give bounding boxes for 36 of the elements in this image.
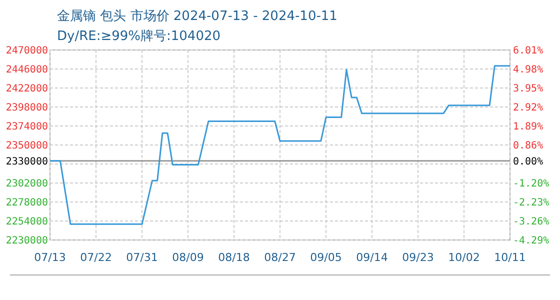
y2-tick-label: 3.95% bbox=[513, 84, 544, 94]
x-tick-label: 09/05 bbox=[310, 251, 342, 264]
line-series bbox=[49, 65, 511, 225]
x-tick-label: 07/13 bbox=[34, 251, 66, 264]
x-tick-label: 08/27 bbox=[264, 251, 296, 264]
x-tick-label: 07/31 bbox=[126, 251, 158, 264]
chart-title: 金属镝 包头 市场价 2024-07-13 - 2024-10-11 bbox=[57, 9, 338, 24]
y-tick-label: 2330000 bbox=[6, 156, 48, 168]
y2-tick-label: -1.20% bbox=[513, 178, 550, 190]
y2-tick-label: -4.29% bbox=[513, 236, 550, 246]
y-tick-label: 2230000 bbox=[6, 236, 48, 246]
x-tick-label: 10/11 bbox=[494, 251, 526, 264]
y-tick-label: 2278000 bbox=[6, 198, 48, 208]
y2-tick-label: -2.23% bbox=[513, 198, 550, 208]
y2-tick-label: 0.86% bbox=[513, 140, 544, 152]
x-tick-label: 10/02 bbox=[448, 251, 480, 264]
y-tick-label: 2254000 bbox=[6, 216, 48, 228]
y2-tick-label: 2.92% bbox=[513, 102, 544, 114]
x-tick-label: 08/09 bbox=[172, 251, 204, 264]
y-tick-label: 2302000 bbox=[6, 178, 48, 190]
x-tick-label: 09/23 bbox=[402, 251, 434, 264]
y2-tick-label: -3.26% bbox=[513, 216, 550, 228]
x-tick-label: 07/22 bbox=[80, 251, 112, 264]
y2-tick-label: 0.00% bbox=[513, 156, 544, 168]
x-tick-label: 09/14 bbox=[356, 251, 388, 264]
x-tick-label: 08/18 bbox=[218, 251, 250, 264]
y-tick-label: 2374000 bbox=[6, 122, 48, 132]
y-tick-label: 2470000 bbox=[6, 46, 48, 56]
y-tick-label: 2446000 bbox=[6, 64, 48, 76]
y2-tick-label: 1.89% bbox=[513, 122, 544, 132]
y2-tick-label: 6.01% bbox=[513, 46, 544, 56]
y2-tick-label: 4.98% bbox=[513, 64, 544, 76]
y-tick-label: 2398000 bbox=[6, 102, 48, 114]
y-tick-label: 2350000 bbox=[6, 140, 48, 152]
chart-subtitle: Dy/RE:≥99%牌号:104020 bbox=[57, 29, 221, 44]
y-tick-label: 2422000 bbox=[6, 84, 48, 94]
